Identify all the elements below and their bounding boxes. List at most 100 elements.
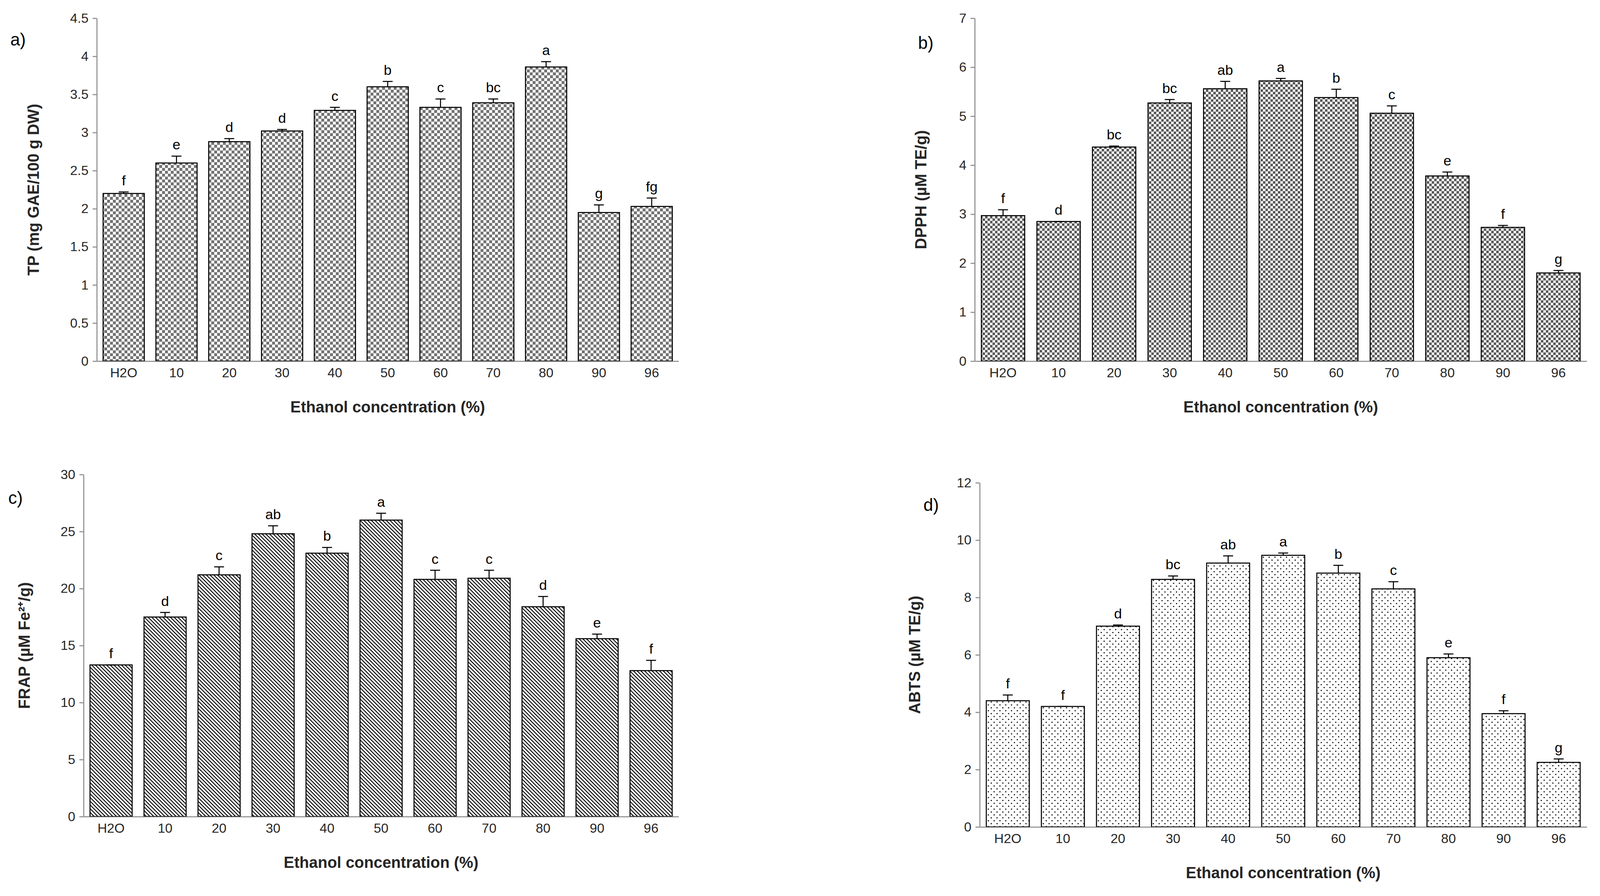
x-tick: 90 xyxy=(1496,826,1512,846)
x-tick-label: 30 xyxy=(1165,830,1181,846)
y-tick-label: 1 xyxy=(81,277,89,293)
bar xyxy=(578,212,620,362)
y-tick-mark xyxy=(79,530,84,533)
error-bar-cap xyxy=(376,512,387,514)
error-bar-cap xyxy=(267,525,278,527)
x-tick: 10 xyxy=(1051,361,1067,381)
y-tick-label: 3 xyxy=(81,124,89,140)
error-bar xyxy=(160,612,170,618)
annotation: f xyxy=(1500,205,1505,222)
annotation: d xyxy=(1114,605,1122,622)
y-tick: 25 xyxy=(60,523,84,539)
error-bar xyxy=(593,204,604,213)
annotation: ab xyxy=(265,506,281,522)
y-axis-title: FRAP (µM Fe²⁺/g) xyxy=(15,581,34,709)
y-tick-label: 10 xyxy=(956,532,972,548)
bar xyxy=(1203,88,1247,362)
bar xyxy=(629,670,673,817)
error-bar xyxy=(382,81,393,87)
x-tick: 50 xyxy=(1275,826,1291,846)
y-tick-mark xyxy=(79,815,84,818)
annotation: a xyxy=(377,493,386,510)
error-bar xyxy=(322,547,333,553)
panel-label: a) xyxy=(10,29,26,50)
x-tick-label: 90 xyxy=(589,820,605,836)
x-tick-label: H2O xyxy=(110,365,138,381)
bar xyxy=(360,519,403,817)
error-bar-stem xyxy=(272,525,274,534)
x-tick-label: 20 xyxy=(222,365,237,381)
y-tick-label: 4 xyxy=(81,48,89,64)
y-tick-mark xyxy=(970,262,975,264)
error-bar-stem xyxy=(1335,89,1337,98)
error-bar-stem xyxy=(1007,694,1009,701)
y-tick-mark xyxy=(970,165,975,167)
x-tick-label: 80 xyxy=(535,820,551,836)
x-tick: 90 xyxy=(1495,361,1511,381)
annotation: e xyxy=(172,136,181,153)
y-tick: 0 xyxy=(81,353,97,369)
y-tick: 6 xyxy=(963,647,980,663)
bar xyxy=(1425,175,1470,362)
bar xyxy=(986,700,1030,827)
x-tick-label: 70 xyxy=(1386,830,1402,846)
y-tick: 3.5 xyxy=(70,86,97,102)
x-tick: 20 xyxy=(1106,361,1122,381)
y-tick-mark xyxy=(975,539,980,541)
x-tick-label: 10 xyxy=(1051,365,1067,381)
y-tick-mark xyxy=(975,654,980,656)
bar xyxy=(1481,227,1525,362)
error-bar-stem xyxy=(387,81,389,87)
y-tick-mark xyxy=(92,246,97,248)
annotation: bc xyxy=(1162,80,1177,96)
annotation: c xyxy=(1388,86,1396,103)
y-tick: 0 xyxy=(959,353,975,369)
y-tick-label: 10 xyxy=(60,694,76,710)
error-bar-cap xyxy=(488,98,499,100)
error-bar-stem xyxy=(651,198,653,207)
error-bar-stem xyxy=(326,547,328,553)
bar xyxy=(1482,713,1526,827)
marks xyxy=(981,78,1581,362)
x-tick-label: 40 xyxy=(1217,365,1233,381)
error-bar xyxy=(224,138,235,142)
y-tick: 3 xyxy=(959,206,975,222)
x-tick-label: 70 xyxy=(1384,365,1400,381)
y-tick: 2 xyxy=(81,200,97,216)
bar xyxy=(1537,762,1581,827)
error-bar-cap xyxy=(1498,710,1509,712)
error-bar xyxy=(330,107,340,111)
y-tick-label: 2 xyxy=(963,761,972,777)
panel-label: d) xyxy=(923,495,939,515)
x-tick: 96 xyxy=(643,816,659,836)
marks xyxy=(986,552,1581,827)
x-tick: 30 xyxy=(274,361,290,381)
error-bar-stem xyxy=(218,566,221,575)
error-bar-cap xyxy=(593,204,604,206)
y-tick: 5 xyxy=(67,751,84,767)
error-bar xyxy=(171,155,182,163)
error-bar-stem xyxy=(596,633,598,639)
y-tick-mark xyxy=(92,17,97,20)
bar xyxy=(1096,626,1140,827)
error-bar-cap xyxy=(645,659,656,661)
annotation: e xyxy=(1443,152,1452,169)
x-tick-label: 90 xyxy=(1495,365,1511,381)
annotation: bc xyxy=(485,79,501,96)
bar xyxy=(1259,81,1303,362)
y-tick-label: 8 xyxy=(963,589,972,605)
error-bar-cap xyxy=(484,569,495,571)
bar xyxy=(367,86,409,362)
x-tick-label: 60 xyxy=(1330,830,1346,846)
bar xyxy=(521,606,565,817)
x-tick-label: 96 xyxy=(1551,830,1567,846)
y-tick-mark xyxy=(79,473,84,476)
x-tick: 50 xyxy=(380,361,396,381)
y-tick: 0 xyxy=(963,819,980,835)
x-tick: 50 xyxy=(373,816,389,836)
y-tick-mark xyxy=(92,322,97,324)
x-tick-label: 50 xyxy=(1275,830,1291,846)
annotation: d xyxy=(539,576,548,593)
y-tick-label: 2 xyxy=(81,200,89,216)
x-tick-label: 90 xyxy=(591,365,607,381)
